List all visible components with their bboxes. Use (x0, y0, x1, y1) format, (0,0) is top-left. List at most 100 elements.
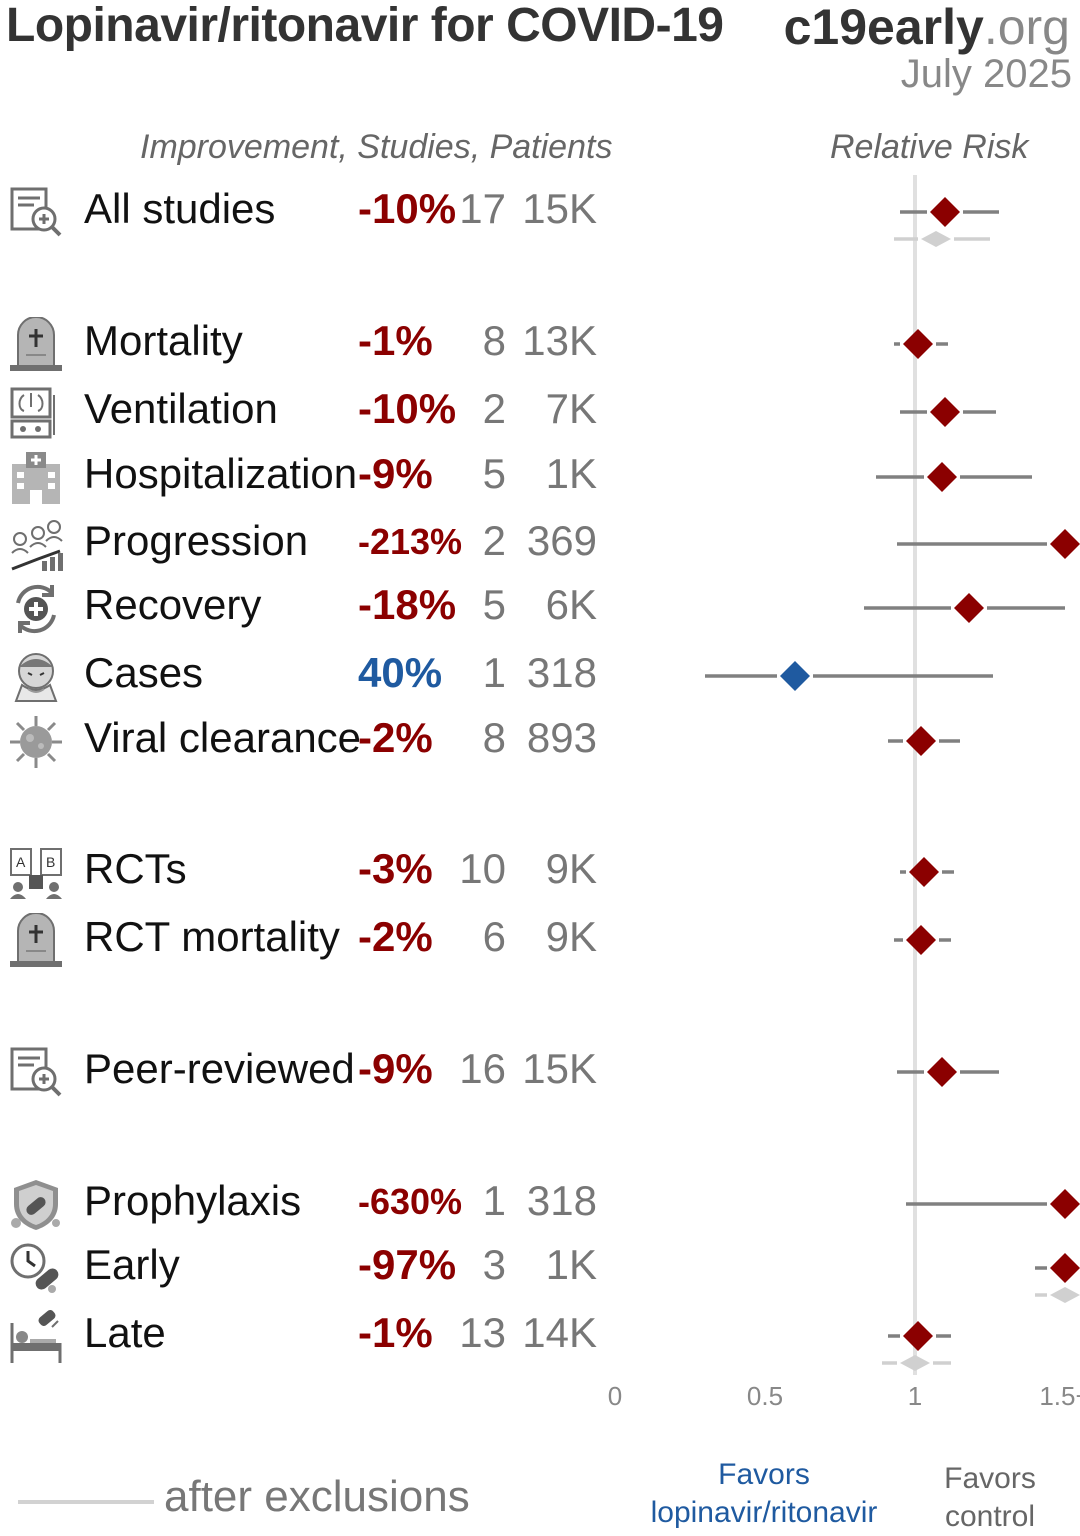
outcome-row: Cases 40% 1 318 (0, 645, 620, 705)
svg-text:B: B (46, 854, 55, 870)
x-axis-tick-label: 1 (908, 1381, 922, 1411)
progression-icon (8, 517, 64, 573)
exclusions-legend-line (18, 1500, 154, 1504)
site-tld: .org (983, 0, 1070, 55)
point-estimate-diamond (930, 397, 960, 427)
outcome-row: Hospitalization -9% 5 1K (0, 446, 620, 506)
outcome-row: Recovery -18% 5 6K (0, 577, 620, 637)
sick-person-icon (8, 649, 64, 705)
tombstone-icon (8, 912, 64, 969)
chart-title: Lopinavir/ritonavir for COVID-19 (6, 0, 724, 52)
outcome-label: Late (84, 1309, 166, 1356)
patients-count: 369 (526, 517, 597, 564)
improvement-value: -213% (358, 521, 463, 562)
outcome-label: Mortality (84, 317, 243, 364)
studies-count: 1 (482, 649, 506, 696)
patients-count: 318 (526, 1177, 597, 1224)
outcome-row: Mortality -1% 8 13K (0, 313, 620, 373)
favors-control-line-2: control (944, 1500, 1036, 1533)
favors-treatment-line-1: Favors (718, 1458, 810, 1491)
outcome-row: Late -1% 13 14K (0, 1305, 620, 1365)
outcome-label: Ventilation (84, 385, 278, 432)
patients-count: 6K (545, 581, 597, 628)
favors-control-label: Favors control (920, 1460, 1060, 1536)
outcome-label: Prophylaxis (84, 1177, 302, 1224)
outcome-label: All studies (84, 185, 276, 232)
outcome-label: RCTs (84, 845, 187, 892)
improvement-value: -630% (358, 1181, 463, 1222)
improvement-value: -1% (358, 1309, 433, 1356)
virus-icon (8, 714, 64, 770)
improvement-value: -9% (358, 450, 433, 497)
outcome-label: Cases (84, 649, 204, 696)
patients-count: 9K (545, 845, 597, 892)
patients-count: 14K (522, 1309, 597, 1356)
studies-count: 2 (482, 517, 506, 564)
point-estimate-diamond (906, 726, 936, 756)
favors-treatment-label: Favors lopinavir/ritonavir (640, 1456, 888, 1532)
outcome-label: Hospitalization (84, 450, 358, 497)
improvement-value: -2% (358, 714, 433, 761)
patients-count: 9K (545, 913, 597, 960)
studies-count: 16 (459, 1045, 506, 1092)
patients-count: 13K (522, 317, 597, 364)
outcome-label: Viral clearance (84, 714, 362, 761)
exclusions-legend-label: after exclusions (164, 1472, 470, 1521)
document-search-icon (8, 185, 64, 241)
recovery-cycle-icon (8, 581, 64, 637)
point-estimate-diamond (909, 857, 939, 887)
exclusion-diamond (1050, 1287, 1080, 1303)
patients-count: 15K (522, 1045, 597, 1092)
studies-count: 13 (459, 1309, 506, 1356)
studies-count: 8 (482, 317, 506, 364)
improvement-value: -10% (358, 385, 457, 432)
outcome-row: Progression -213% 2 369 (0, 513, 620, 573)
hospital-icon (8, 450, 64, 506)
studies-count: 3 (482, 1241, 506, 1288)
patients-count: 318 (526, 649, 597, 696)
outcome-row: Early -97% 3 1K (0, 1237, 620, 1297)
x-axis-tick-label: 0.5 (747, 1381, 783, 1411)
improvement-value: -1% (358, 317, 433, 364)
x-axis-tick-label: 1.5+ (1039, 1381, 1080, 1411)
point-estimate-diamond (906, 925, 936, 955)
outcome-label: Peer-reviewed (84, 1045, 355, 1092)
exclusion-diamond (921, 231, 951, 247)
outcome-row: All studies -10% 17 15K (0, 181, 620, 241)
point-estimate-diamond (903, 329, 933, 359)
improvement-value: -3% (358, 845, 433, 892)
patients-count: 15K (522, 185, 597, 232)
outcome-label: Recovery (84, 581, 262, 628)
ventilator-icon (8, 385, 64, 441)
improvement-value: -9% (358, 1045, 433, 1092)
point-estimate-diamond (954, 593, 984, 623)
outcome-label: Progression (84, 517, 309, 564)
studies-count: 2 (482, 385, 506, 432)
studies-count: 6 (482, 913, 506, 960)
outcome-label: Early (84, 1241, 180, 1288)
outcome-label: RCT mortality (84, 913, 340, 960)
outcome-row: Ventilation -10% 2 7K (0, 381, 620, 441)
favors-control-line-1: Favors (944, 1462, 1036, 1495)
outcome-row: Viral clearance -2% 8 893 (0, 710, 620, 770)
point-estimate-diamond (1050, 529, 1080, 559)
outcome-row: Peer-reviewed -9% 16 15K (0, 1041, 620, 1101)
point-estimate-diamond (903, 1321, 933, 1351)
studies-count: 17 (459, 185, 506, 232)
improvement-value: 40% (358, 649, 443, 696)
improvement-value: -97% (358, 1241, 457, 1288)
patients-count: 1K (545, 1241, 597, 1288)
point-estimate-diamond (927, 462, 957, 492)
favors-treatment-line-2: lopinavir/ritonavir (650, 1496, 878, 1529)
point-estimate-diamond (930, 197, 960, 227)
hospital-bed-icon (8, 1309, 64, 1365)
right-column-header: Relative Risk (830, 128, 1029, 166)
point-estimate-diamond (780, 661, 810, 691)
patients-count: 893 (526, 714, 597, 761)
site-logo[interactable]: c19early.org (784, 0, 1070, 56)
point-estimate-diamond (927, 1057, 957, 1087)
improvement-value: -18% (358, 581, 457, 628)
outcome-row: A B RCTs -3% 10 9K (0, 841, 620, 901)
